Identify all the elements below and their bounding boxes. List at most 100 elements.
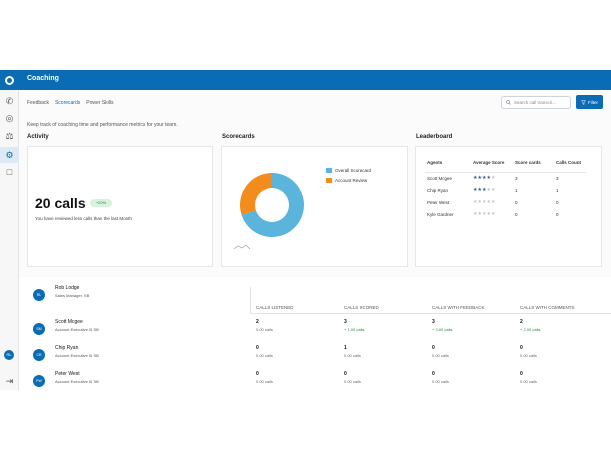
legend-swatch-overall [326,168,332,173]
filter-label: Filter [588,99,598,105]
leaderboard-agent: Peter West [427,199,450,205]
star-icon: ★ [481,175,487,182]
star-icon: ★ [473,187,478,193]
filter-icon [581,99,586,105]
metric-change: 0.00 calls [344,353,361,358]
metric-value: 3 [344,319,347,325]
scale-icon[interactable]: ⚖ [5,131,14,141]
metric-change: 0.00 calls [520,353,537,358]
leaderboard-row[interactable]: Kyle Gardner ★★★★★ 0 0 [425,208,586,220]
star-icon: ★ [486,175,491,182]
target-icon[interactable]: ◎ [5,113,14,123]
leaderboard-header-row: Agents Average Score Score cards Calls C… [425,154,586,173]
search-placeholder: Search call transcri... [514,100,557,105]
col-calls-scored: CALLS SCORED [344,305,379,310]
metric-value: 0 [520,371,523,377]
metric-change: 0.00 calls [256,379,273,384]
metric-value: 0 [256,371,259,377]
team-metrics-table: RL Rob Lodge Sales Manager, SB CALLS LIS… [19,277,611,390]
metric-value: 2 [520,319,523,325]
leaderboard-calls-count: 1 [556,187,559,193]
avatar: PW [33,375,45,387]
leaderboard-col-calls-count: Calls Count [554,154,586,173]
leaderboard-col-score-cards: Score cards [513,154,554,173]
tab-feedback[interactable]: Feedback [27,100,49,106]
member-role: Account Executive III SB [55,379,99,384]
metric-change: 0.00 calls [256,327,273,332]
star-icon: ★ [486,199,491,205]
member-name: Chip Ryan [55,345,79,351]
tab-scorecards[interactable]: Scorecards [54,100,81,106]
leaderboard-card: Agents Average Score Score cards Calls C… [415,146,602,267]
metric-change: + 1.00 calls [344,327,365,332]
phone-icon[interactable]: ✆ [5,96,14,106]
scorecards-donut-chart [233,173,304,250]
activity-description: You have reviewed less calls than the la… [35,216,132,221]
activity-change-badge: +20% [90,199,112,207]
member-role: Account Executive III SB [55,353,99,358]
pie-slice-overall-scorecard[interactable] [241,173,304,237]
leaderboard-row[interactable]: Peter West ★★★★★ 0 0 [425,196,586,208]
metric-change: 0.00 calls [344,379,361,384]
page-title: Coaching [27,75,59,82]
average-score-stars: ★★★★★ [471,208,513,220]
star-icon: ★ [477,187,482,193]
col-calls-with-comments: CALLS WITH COMMENTS [520,305,575,310]
tab-bar: Feedback Scorecards Power Skills [27,100,114,106]
star-icon: ★ [486,187,491,193]
star-icon: ★ [481,211,487,217]
manager-name: Rob Lodge [55,285,80,291]
star-icon: ★ [477,199,482,205]
star-icon: ★ [490,199,496,205]
metric-value: 0 [520,345,523,351]
activity-title: Activity [27,134,49,140]
avatar: CR [33,349,45,361]
star-icon: ★ [481,199,487,205]
collapse-icon[interactable]: ⇥ [5,376,14,386]
filter-button[interactable]: Filter [576,95,603,109]
table-divider [250,287,251,313]
scorecards-title: Scorecards [222,134,255,140]
metric-value: 0 [432,345,435,351]
app-window: ✆ ◎ ⚖ ⚙ □ RL ⇥ Coaching Feedback Scoreca… [0,70,611,390]
pie-slice-account-review[interactable] [240,173,272,215]
star-icon: ★ [477,175,482,182]
user-avatar[interactable]: RL [4,350,14,360]
star-icon: ★ [486,211,491,217]
average-score-stars: ★★★★★ [471,184,513,196]
metric-value: 3 [432,319,435,325]
tab-power-skills[interactable]: Power Skills [86,100,114,106]
manager-role: Sales Manager, SB [55,293,90,298]
leaderboard-row[interactable]: Scott Mcgee ★★★★★ 3 3 [425,172,586,184]
leaderboard-score-cards: 1 [515,187,518,193]
star-icon: ★ [477,211,482,217]
legend-label-overall: Overall Scorecard [335,168,372,173]
search-input[interactable]: Search call transcri... [501,96,571,109]
leaderboard-row[interactable]: Chip Ryan ★★★★★ 1 1 [425,184,586,196]
metric-value: 0 [344,371,347,377]
legend-swatch-account-review [326,178,332,183]
metric-change: 0.00 calls [520,379,537,384]
leaderboard-calls-count: 0 [556,199,559,205]
star-icon: ★ [490,187,496,193]
star-icon: ★ [473,175,478,182]
member-name: Scott Mcgee [55,319,83,325]
leaderboard-col-average-score: Average Score [471,154,513,173]
app-logo[interactable] [0,70,19,90]
search-icon [506,100,511,105]
col-calls-with-feedback: CALLS WITH FEEDBACK [432,305,485,310]
bookmark-icon[interactable]: □ [6,167,13,177]
leaderboard-score-cards: 0 [515,199,518,205]
coaching-icon[interactable]: ⚙ [0,147,19,163]
avatar: RL [33,289,45,301]
metric-change: + 2.00 calls [520,327,541,332]
page-subtitle: Keep track of coaching time and performa… [27,122,178,128]
star-icon: ★ [481,187,487,193]
metric-change: 0.00 calls [256,353,273,358]
table-header-divider [250,313,611,314]
metric-value: 2 [256,319,259,325]
top-bar: Coaching [19,70,611,90]
activity-calls-count: 20 calls [35,195,86,211]
metric-change: 0.00 calls [432,353,449,358]
star-icon: ★ [473,199,478,205]
